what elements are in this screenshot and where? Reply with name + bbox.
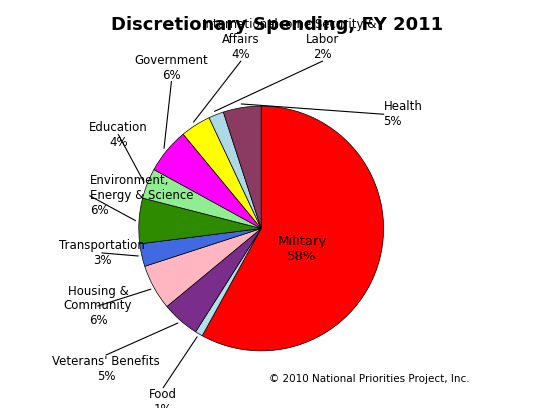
Text: Income Security &
Labor
2%: Income Security & Labor 2% xyxy=(268,18,376,61)
Text: Veterans' Benefits
5%: Veterans' Benefits 5% xyxy=(52,355,160,383)
Text: Military
58%: Military 58% xyxy=(278,235,327,263)
Wedge shape xyxy=(223,106,261,228)
Wedge shape xyxy=(139,198,261,244)
Wedge shape xyxy=(143,169,261,228)
Text: Discretionary Spending, FY 2011: Discretionary Spending, FY 2011 xyxy=(112,16,443,34)
Wedge shape xyxy=(140,228,261,266)
Text: Government
6%: Government 6% xyxy=(134,53,208,82)
Wedge shape xyxy=(154,134,261,228)
Text: Food
1%: Food 1% xyxy=(149,388,177,408)
Text: Health
5%: Health 5% xyxy=(384,100,422,128)
Text: Education
4%: Education 4% xyxy=(89,121,148,149)
Text: Housing &
Community
6%: Housing & Community 6% xyxy=(64,284,132,328)
Wedge shape xyxy=(202,106,384,351)
Wedge shape xyxy=(167,228,261,332)
Wedge shape xyxy=(195,228,261,336)
Wedge shape xyxy=(209,112,261,228)
Wedge shape xyxy=(183,118,261,228)
Text: Environment,
Energy & Science
6%: Environment, Energy & Science 6% xyxy=(90,174,193,217)
Wedge shape xyxy=(145,228,261,306)
Text: © 2010 National Priorities Project, Inc.: © 2010 National Priorities Project, Inc. xyxy=(269,373,470,384)
Text: International
Affairs
4%: International Affairs 4% xyxy=(203,18,279,61)
Text: Transportation
3%: Transportation 3% xyxy=(59,239,145,267)
